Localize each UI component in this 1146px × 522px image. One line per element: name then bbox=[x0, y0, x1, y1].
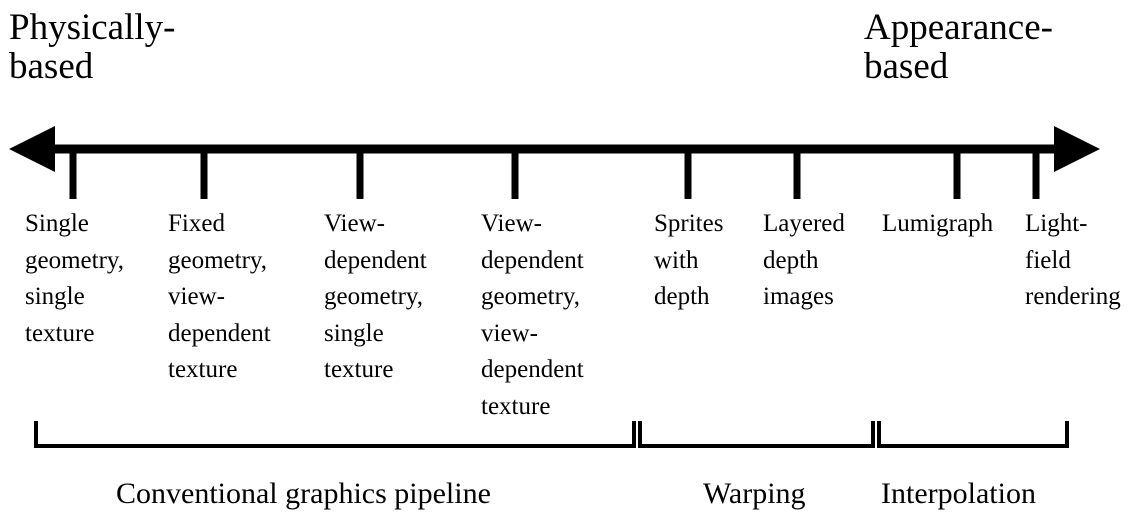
category-single-geometry-single-texture: Single geometry, single texture bbox=[25, 206, 124, 352]
category-fixed-geometry-view-dependent-texture: Fixed geometry, view- dependent texture bbox=[168, 206, 271, 389]
category-light-field-rendering: Light- field rendering bbox=[1025, 206, 1121, 316]
category-view-dependent-geometry-view-dependent-texture: View- dependent geometry, view- dependen… bbox=[481, 206, 584, 425]
category-view-dependent-geometry-single-texture: View- dependent geometry, single texture bbox=[324, 206, 427, 389]
group-label-warping: Warping bbox=[703, 476, 806, 512]
group-label-conventional: Conventional graphics pipeline bbox=[116, 476, 491, 512]
appearance-based-label: Appearance- based bbox=[864, 8, 1053, 86]
tick-marks bbox=[73, 149, 1036, 199]
group-label-interpolation: Interpolation bbox=[881, 476, 1036, 512]
category-layered-depth-images: Layered depth images bbox=[763, 206, 845, 316]
category-lumigraph: Lumigraph bbox=[882, 206, 993, 243]
bracket-warping bbox=[640, 421, 873, 446]
right-arrowhead bbox=[1054, 126, 1100, 172]
physically-based-label: Physically- based bbox=[9, 8, 175, 86]
left-arrowhead bbox=[9, 126, 55, 172]
category-sprites-with-depth: Sprites with depth bbox=[654, 206, 723, 316]
bracket-interpolation bbox=[879, 421, 1067, 446]
